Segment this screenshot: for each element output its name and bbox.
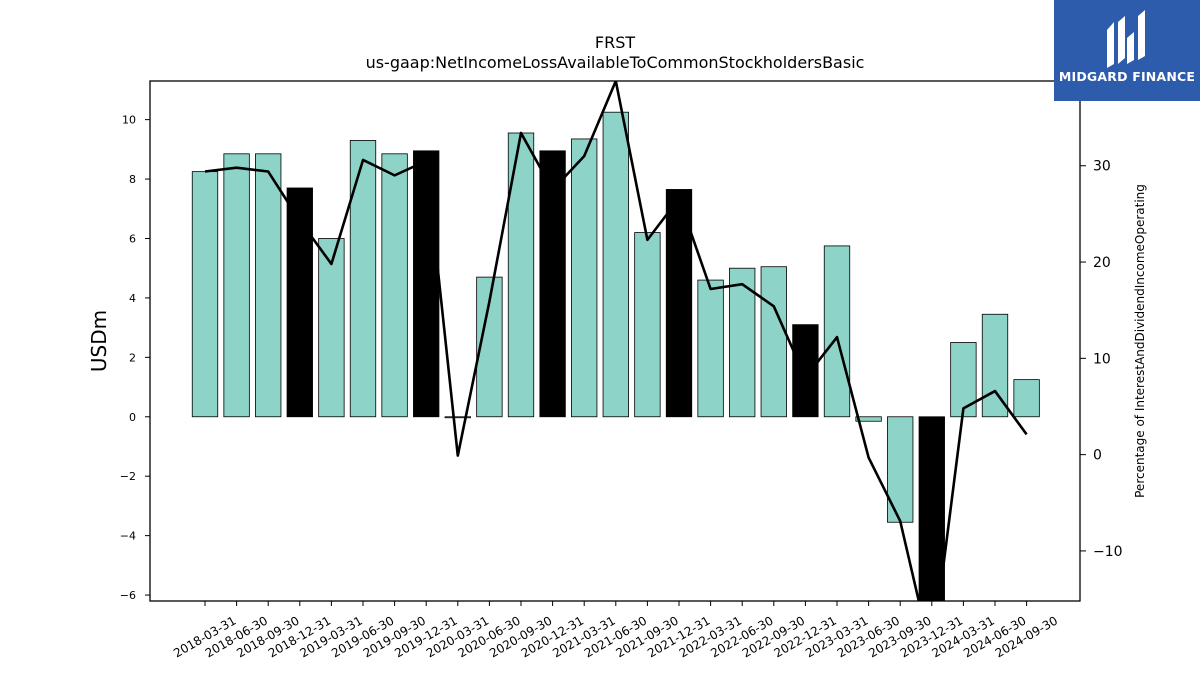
bar-2020-12-31 xyxy=(539,150,566,418)
bar-2019-03-31 xyxy=(318,238,345,418)
y-tick-label: −2 xyxy=(120,470,136,483)
bar-2019-12-31 xyxy=(413,150,440,418)
y2-tick-label: −10 xyxy=(1093,544,1123,560)
bar-2022-09-30 xyxy=(760,266,787,418)
y-tick-label: 2 xyxy=(129,351,136,364)
bar-2023-03-31 xyxy=(823,245,851,418)
bar-2018-06-30 xyxy=(223,153,250,418)
midgard-logo-icon xyxy=(1107,10,1145,68)
y2-tick-label: 10 xyxy=(1093,351,1111,367)
bar-2019-09-30 xyxy=(381,153,408,418)
bar-2024-06-30 xyxy=(981,313,1009,418)
bar-2021-06-30 xyxy=(602,111,629,418)
y-tick-label: −4 xyxy=(120,530,136,543)
y-tick-label: 4 xyxy=(129,292,136,305)
x-axis: 2018-03-312018-06-302018-09-302018-12-31… xyxy=(171,601,1060,660)
bar-2023-06-30 xyxy=(855,416,882,422)
plot-frame xyxy=(149,80,1081,602)
y-tick-label: −6 xyxy=(120,589,136,602)
y-tick-label: 8 xyxy=(129,173,136,186)
brand-logo: MIDGARD FINANCE xyxy=(1054,0,1200,101)
bar-2024-09-30 xyxy=(1013,379,1040,418)
bar-2020-03-31 xyxy=(444,416,471,419)
y-tick-label: 10 xyxy=(122,114,136,127)
bar-2023-09-30 xyxy=(887,416,914,523)
bar-2018-09-30 xyxy=(255,153,282,418)
bar-2021-12-31 xyxy=(665,189,693,418)
y2-tick-label: 0 xyxy=(1093,448,1102,464)
bar-2024-03-31 xyxy=(950,342,977,418)
bar-2022-03-31 xyxy=(697,279,724,418)
bar-2018-12-31 xyxy=(286,187,313,418)
y-axis-left: −6 −4 −2 0 2 4 6 8 10 xyxy=(120,114,150,602)
y2-tick-label: 20 xyxy=(1093,255,1111,271)
bar-2022-06-30 xyxy=(729,267,756,418)
bar-2022-12-31 xyxy=(792,324,819,418)
line-layer xyxy=(204,81,1028,601)
y-tick-label: 6 xyxy=(129,232,136,245)
y-tick-label: 0 xyxy=(129,411,136,424)
bar-layer xyxy=(191,111,1040,601)
y-axis-label: USDm xyxy=(87,310,111,372)
brand-name: MIDGARD FINANCE xyxy=(1058,69,1196,84)
chart-title: FRST xyxy=(595,33,635,52)
bar-2021-09-30 xyxy=(634,232,661,418)
bar-2019-06-30 xyxy=(349,140,377,418)
chart-subtitle: us-gaap:NetIncomeLossAvailableToCommonSt… xyxy=(366,53,865,72)
bar-2023-12-31 xyxy=(918,416,945,601)
y-axis-right: −10 0 10 20 30 xyxy=(1080,159,1123,560)
bar-2021-03-31 xyxy=(571,138,598,418)
ratio-line xyxy=(204,81,1028,601)
y2-tick-label: 30 xyxy=(1093,159,1111,175)
bar-2018-03-31 xyxy=(191,171,219,418)
y2-axis-label: Percentage of InterestAndDividendIncomeO… xyxy=(1133,184,1147,498)
